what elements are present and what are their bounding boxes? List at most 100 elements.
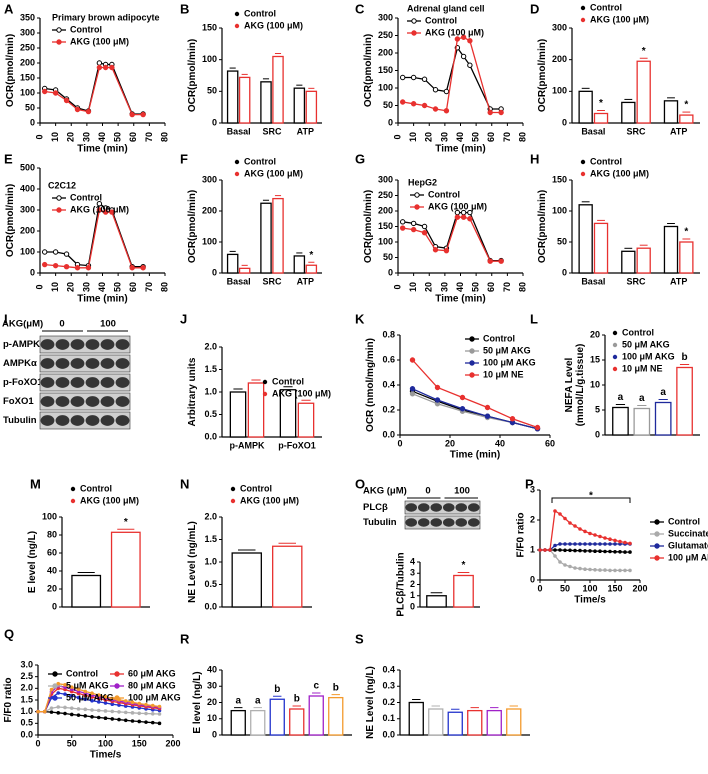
blot-band xyxy=(55,339,70,350)
data-point xyxy=(593,549,597,554)
blot-band xyxy=(100,339,115,350)
y-axis-label: OCR(pmol/min) xyxy=(537,190,548,263)
data-point xyxy=(568,564,572,569)
y-tick-label: 3 xyxy=(530,484,535,494)
data-point xyxy=(618,550,622,554)
blot-band xyxy=(40,339,55,350)
data-point xyxy=(553,509,557,513)
data-point xyxy=(487,109,493,116)
y-tick-label: 50 xyxy=(25,102,35,112)
panel-label: R xyxy=(180,631,190,646)
data-point xyxy=(130,700,135,705)
data-point xyxy=(623,540,627,545)
data-point xyxy=(543,548,547,552)
data-point xyxy=(563,563,567,567)
y-tick-label: 0.8 xyxy=(382,329,395,339)
x-tick-label: 100 xyxy=(98,738,113,748)
y-tick-label: 1.0 xyxy=(204,556,217,566)
bar xyxy=(593,112,609,124)
y-tick-label: 30 xyxy=(207,681,217,691)
legend-marker xyxy=(262,379,268,385)
legend-marker xyxy=(654,555,660,561)
y-tick-label: 0.0 xyxy=(382,729,395,739)
blot-band xyxy=(100,396,115,407)
y-axis-label: OCR(pmol/min) xyxy=(187,39,198,112)
bar xyxy=(486,709,502,736)
y-tick-label: 0.3 xyxy=(382,681,395,691)
legend-label: Control xyxy=(240,483,272,493)
bar xyxy=(260,81,272,124)
panel-title: C2C12 xyxy=(48,180,76,190)
y-axis-label: NE Level (ng/mL) xyxy=(187,521,198,603)
y-tick-label: 300 xyxy=(378,12,393,22)
blot-band xyxy=(70,358,85,369)
y-tick-label: 400 xyxy=(20,183,35,193)
y-tick-label: 1.5 xyxy=(20,694,33,704)
data-point xyxy=(157,712,162,716)
y-tick-label: 300 xyxy=(20,204,35,214)
y-tick-label: 300 xyxy=(552,22,567,32)
y-axis-label: (mmol/L/g.tissue) xyxy=(575,344,586,427)
panel-title: Adrenal gland cell xyxy=(407,3,485,13)
x-tick-label: 20 xyxy=(424,282,434,292)
bar xyxy=(612,406,629,436)
data-point xyxy=(434,397,441,403)
data-point xyxy=(63,264,70,270)
y-tick-label: 0.6 xyxy=(382,354,395,364)
data-point xyxy=(410,226,417,233)
legend-marker xyxy=(654,531,660,537)
x-tick-label: 60 xyxy=(486,282,496,292)
y-axis-label: OCR(pmol/min) xyxy=(187,190,198,263)
y-tick-label: 50 xyxy=(207,86,217,96)
data-point xyxy=(399,219,406,225)
blot-band xyxy=(115,415,130,426)
blot-band xyxy=(455,503,468,512)
y-tick-label: 500 xyxy=(20,162,35,172)
y-tick-label: 0 xyxy=(595,429,600,439)
data-point xyxy=(578,542,582,546)
data-point xyxy=(123,718,128,723)
x-tick-label: p-AMPK xyxy=(230,440,265,450)
y-axis-label: NE Level (ng/L) xyxy=(365,666,376,739)
data-point xyxy=(563,542,567,546)
data-point xyxy=(534,424,541,431)
x-tick-label: 20 xyxy=(66,132,76,142)
data-point xyxy=(573,524,577,528)
data-point xyxy=(63,705,67,710)
data-point xyxy=(150,703,155,708)
bar-annotation: b xyxy=(682,352,688,363)
y-tick-label: 50 xyxy=(383,252,393,262)
x-tick-label: 0 xyxy=(34,284,44,289)
legend-label: AKG (100 μM) xyxy=(590,168,649,178)
blot-band xyxy=(417,503,430,512)
data-point xyxy=(85,265,92,271)
series-line xyxy=(44,66,144,116)
data-point xyxy=(593,542,597,546)
blot-group: 100 xyxy=(100,319,116,330)
x-tick-label: 70 xyxy=(502,132,512,142)
x-tick-label: 200 xyxy=(165,738,180,748)
legend-marker xyxy=(469,372,475,378)
data-point xyxy=(443,108,450,114)
legend-marker xyxy=(262,391,268,397)
data-point xyxy=(96,700,101,704)
legend-marker xyxy=(234,23,240,29)
legend-marker xyxy=(469,360,475,366)
blot-band xyxy=(55,358,70,369)
legend-label: 50 μM AKG xyxy=(483,345,531,355)
data-point xyxy=(613,542,617,546)
panel-label: J xyxy=(180,311,187,326)
data-point xyxy=(144,711,148,716)
series-line xyxy=(540,549,630,572)
data-point xyxy=(558,560,562,564)
y-tick-label: 200 xyxy=(552,54,567,64)
legend-label: AKG (100 μM) xyxy=(240,495,299,505)
y-tick-label: 350 xyxy=(20,12,35,22)
blot-band xyxy=(70,339,85,350)
data-point xyxy=(432,247,439,253)
legend-label: 50 μM AKG xyxy=(622,339,670,349)
data-point xyxy=(76,687,81,692)
data-point xyxy=(96,708,101,713)
data-point xyxy=(583,549,587,553)
data-point xyxy=(603,549,607,554)
